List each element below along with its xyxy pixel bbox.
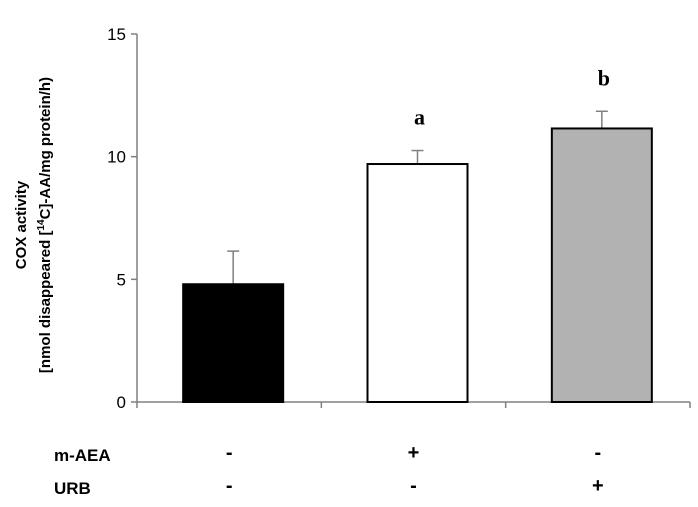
condition-sign: + [592, 475, 604, 497]
bar [550, 127, 653, 403]
condition-sign: - [594, 442, 601, 464]
condition-sign: + [408, 442, 420, 464]
y-axis-title-line1: COX activity [13, 180, 30, 269]
significance-label: b [598, 65, 610, 90]
condition-label: URB [54, 479, 91, 498]
y-tick-label: 5 [117, 270, 126, 289]
bar [366, 163, 469, 403]
y-axis-title-line2: [nmol disappeared [14C]-AA/mg protein/h) [36, 77, 54, 373]
condition-sign: - [226, 475, 233, 497]
condition-sign: - [226, 442, 233, 464]
significance-label: a [414, 105, 425, 130]
y-tick-label: 15 [107, 25, 126, 44]
y-tick-label: 10 [107, 148, 126, 167]
y-axis-title: COX activity [nmol disappeared [14C]-AA/… [13, 77, 54, 373]
condition-label: m-AEA [54, 446, 111, 465]
condition-sign: - [410, 475, 417, 497]
y-tick-label: 0 [117, 393, 126, 412]
bar [182, 283, 285, 403]
